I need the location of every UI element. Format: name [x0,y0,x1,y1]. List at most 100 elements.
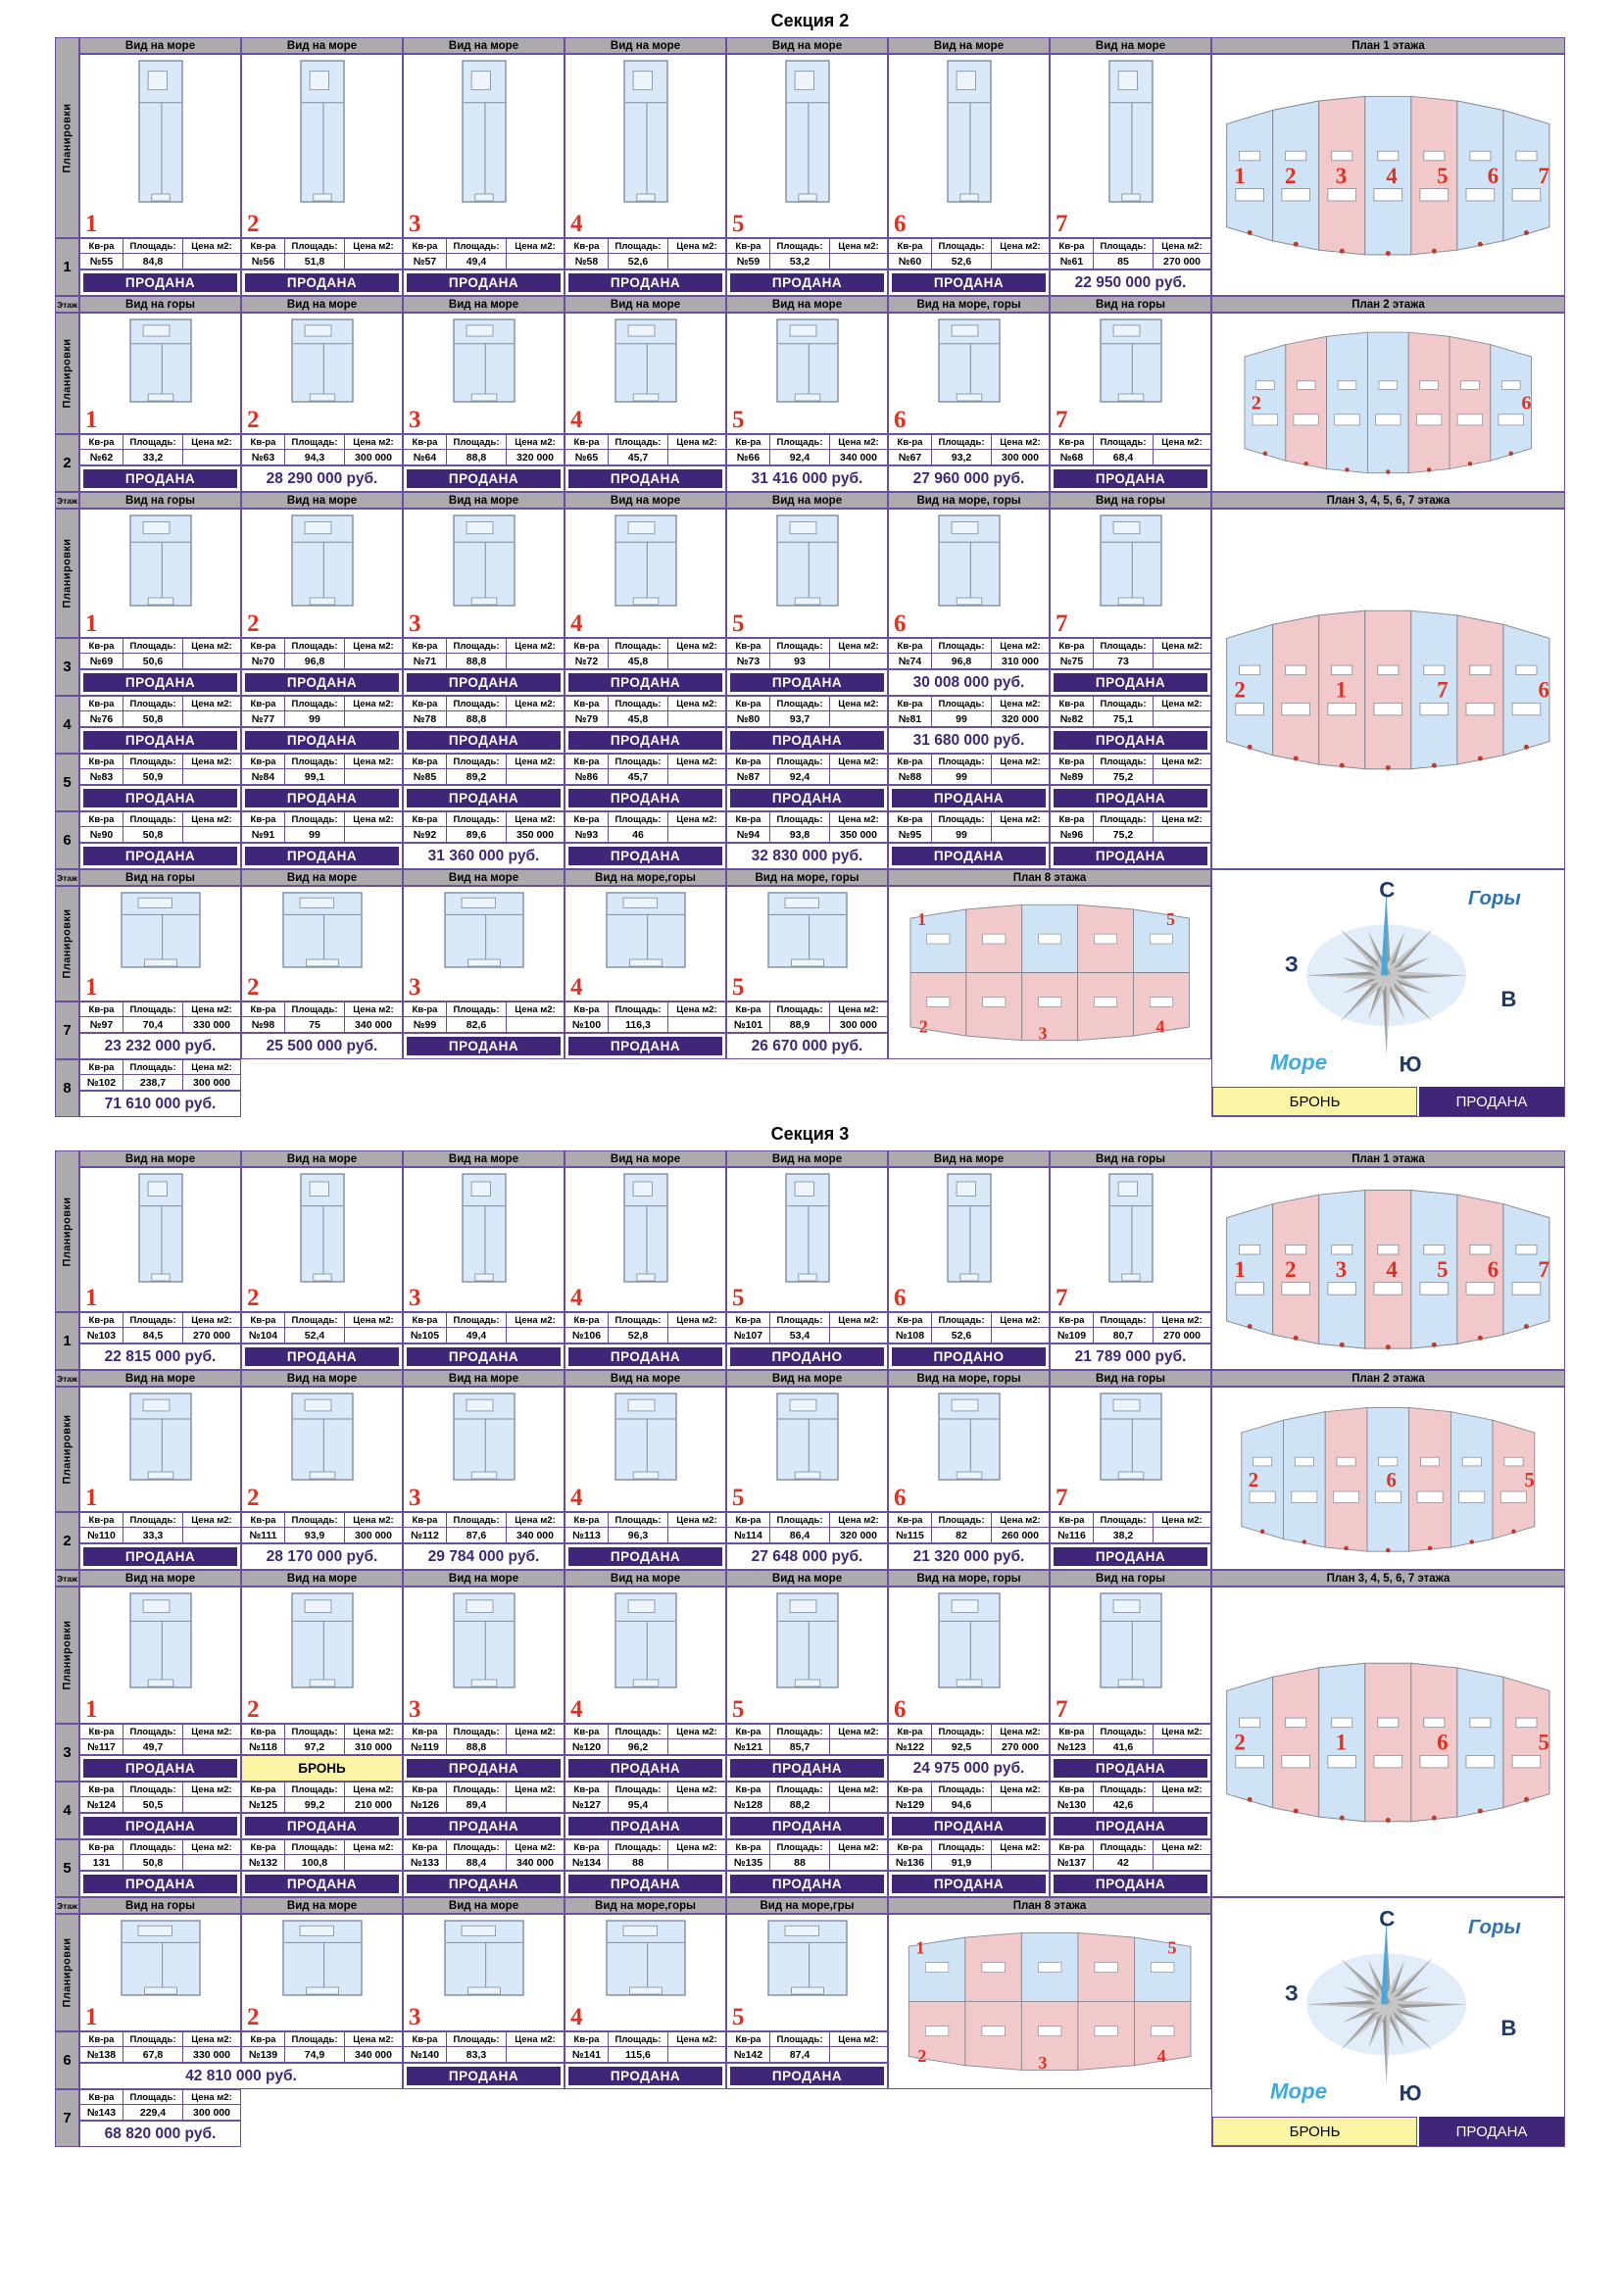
floorplan-image-cell: 2 1 6 5 [1211,1587,1565,1897]
status-cell: ПРОДАНА [565,843,726,869]
apt-col-label: Кв-ра [80,2032,123,2047]
apartment-plan-thumbnail [452,1392,516,1481]
status-sold: ПРОДАНА [245,731,399,750]
apartment-data-cell: Кв-ра Площадь: Цена м2: №139 74,9 340 000 [241,2031,403,2063]
area-col-label: Площадь: [285,1840,345,1855]
apartment-number: №64 [404,450,447,464]
price-col-label: Цена м2: [668,1313,725,1328]
view-header: Вид на море [565,492,726,509]
apartment-plan-cell: 2 [241,1914,403,2031]
apartment-area: 50,6 [123,654,183,668]
apartment-area: 88,2 [770,1797,830,1812]
view-header: Вид на горы [79,869,241,886]
apartment-mini-table: Кв-ра Площадь: Цена м2: №128 88,2 [727,1783,887,1812]
apartment-plan-thumbnail [937,514,1001,607]
apartment-number: №100 [565,1017,609,1032]
apartment-mini-table: Кв-ра Площадь: Цена м2: №125 99,2 210 000 [242,1783,402,1812]
status-cell: ПРОДАНА [241,1343,403,1370]
compass-rose: С Ю З В Горы Море [1270,881,1521,1076]
section-2-floors-block: Планировки Вид на море Вид на море Вид на м… [55,37,1565,296]
apartment-area: 49,4 [447,1328,507,1343]
area-col-label: Площадь: [285,239,345,254]
apartment-area: 88,9 [770,1017,830,1032]
apartment-number: №102 [80,1075,123,1090]
status-cell: 71 610 000 руб. [79,1091,241,1117]
price-col-label: Цена м2: [507,2032,564,2047]
apartment-price-m2 [1154,769,1210,784]
status-cell: ПРОДАНА [565,1543,726,1570]
apartment-area: 100,8 [285,1855,345,1870]
apartment-price-m2 [668,769,725,784]
apartment-price-m2: 350 000 [507,827,564,842]
status-cell: 31 416 000 руб. [726,465,888,492]
apartment-data-cell: Кв-ра Площадь: Цена м2: №105 49,4 [403,1312,565,1343]
apartment-data-cell: Кв-ра Площадь: Цена м2: №109 80,7 270 000 [1050,1312,1211,1343]
apartment-data-cell: Кв-ра Площадь: Цена м2: №81 99 320 000 [888,696,1050,727]
apartment-area: 45,7 [609,450,668,464]
apartment-area: 75,2 [1094,769,1154,784]
plans-row-label: Планировки [55,886,79,1001]
status-sold: ПРОДАНА [1054,789,1207,807]
status-cell: ПРОДАНА [888,843,1050,869]
apt-col-label: Кв-ра [565,239,609,254]
status-sold: ПРОДАНА [407,1875,561,1893]
view-header: Вид на море [403,1897,565,1914]
apartment-data-cell: Кв-ра Площадь: Цена м2: №77 99 [241,696,403,727]
apartment-area: 45,8 [609,711,668,726]
apartment-total-price: 68 820 000 руб. [104,2125,217,2142]
apt-col-label: Кв-ра [1051,755,1094,769]
apartment-plan-thumbnail [299,60,345,203]
status-cell: ПРОДАНА [1050,727,1211,754]
apartment-number: №114 [727,1528,770,1542]
apartment-plan-thumbnail [120,892,201,968]
apartment-data-cell: Кв-ра Площадь: Цена м2: №126 89,4 [403,1782,565,1813]
status-cell: 23 232 000 руб. [79,1033,241,1059]
apartment-area: 89,4 [447,1797,507,1812]
apartment-data-cell: Кв-ра Площадь: Цена м2: №110 33,3 [79,1512,241,1543]
status-sold: ПРОДАНА [730,789,884,807]
apartment-price-m2: 300 000 [183,1075,240,1090]
view-header: Вид на море [241,869,403,886]
status-cell: 30 008 000 руб. [888,669,1050,696]
apartment-data-cell: Кв-ра Площадь: Цена м2: №123 41,6 [1050,1724,1211,1755]
unit-number: 6 [1387,1467,1397,1490]
apartment-area: 93,7 [770,711,830,726]
apartment-area: 52,6 [609,254,668,269]
plan-column-number: 3 [409,1284,421,1311]
apartment-plan-cell: 4 [565,313,726,434]
status-cell: ПРОДАНА [1050,843,1211,869]
status-sold: ПРОДАНА [245,273,399,292]
view-header: Вид на горы [79,1897,241,1914]
area-col-label: Площадь: [932,812,992,827]
area-col-label: Площадь: [1094,1840,1154,1855]
price-col-label: Цена м2: [668,1513,725,1528]
plans-row-label-text: Планировки [61,1414,74,1485]
status-cell: БРОНЬ [241,1755,403,1782]
apartment-area: 49,7 [123,1739,183,1754]
plan-column-number: 7 [1056,1284,1068,1311]
compass-sea-label: Море [1270,1050,1327,1075]
unit-number: 2 [1285,1257,1296,1282]
status-cell: ПРОДАНА [79,1755,241,1782]
apartment-mini-table: Кв-ра Площадь: Цена м2: №70 96,8 [242,639,402,668]
apartment-area: 84,5 [123,1328,183,1343]
apartment-price-m2 [183,827,240,842]
apartment-area: 91,9 [932,1855,992,1870]
floor-number: 5 [55,754,79,811]
apartment-number: №103 [80,1328,123,1343]
apartment-data-cell: Кв-ра Площадь: Цена м2: №99 82,6 [403,1001,565,1033]
apt-col-label: Кв-ра [1051,639,1094,654]
view-header: Вид на море [565,1570,726,1587]
apartment-price-m2 [183,654,240,668]
apartment-total-price: 42 810 000 руб. [185,2067,297,2084]
area-col-label: Площадь: [285,812,345,827]
plan-column-number: 4 [570,973,583,1001]
apartment-price-m2 [668,1528,725,1542]
status-sold: ПРОДАНА [892,789,1046,807]
view-header: Вид на море [888,1150,1050,1167]
apartment-number: №94 [727,827,770,842]
apartment-total-price: 22 950 000 руб. [1074,273,1187,291]
plans-row-label-text: Планировки [61,1197,74,1266]
apartment-data-cell: Кв-ра Площадь: Цена м2: №78 88,8 [403,696,565,727]
apt-col-label: Кв-ра [727,1783,770,1797]
